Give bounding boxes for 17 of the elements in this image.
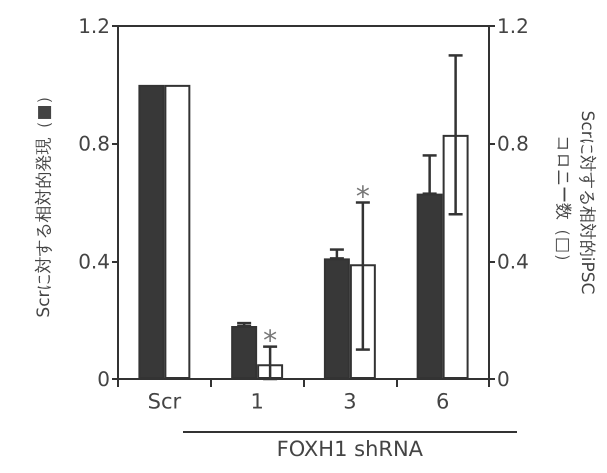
x-tick-label: 3 <box>343 390 357 414</box>
x-axis-title: FOXH1 shRNA <box>276 437 424 461</box>
x-tick-label: Scr <box>148 390 182 414</box>
y2-tick-label: 0.8 <box>497 132 529 156</box>
y-axis-title: Scrに対する相対的発現（■） <box>34 87 54 318</box>
y2-tick-label: 1.2 <box>497 14 529 38</box>
annotation: * <box>356 180 370 213</box>
y2-tick-label: 0 <box>497 367 510 391</box>
y2-axis-title: Scrに対する相対的iPSC コロニー数（□） <box>553 110 597 294</box>
x-tick-label: 6 <box>436 390 450 414</box>
y-tick-label: 0.8 <box>78 132 110 156</box>
x-tick-label: 1 <box>250 390 264 414</box>
annotation: * <box>263 324 278 358</box>
y-tick-label: 0 <box>97 367 110 391</box>
y2-tick-label: 0.4 <box>497 249 529 274</box>
y-tick-label: 0.4 <box>78 249 110 274</box>
y-tick-label: 1.2 <box>78 14 110 38</box>
